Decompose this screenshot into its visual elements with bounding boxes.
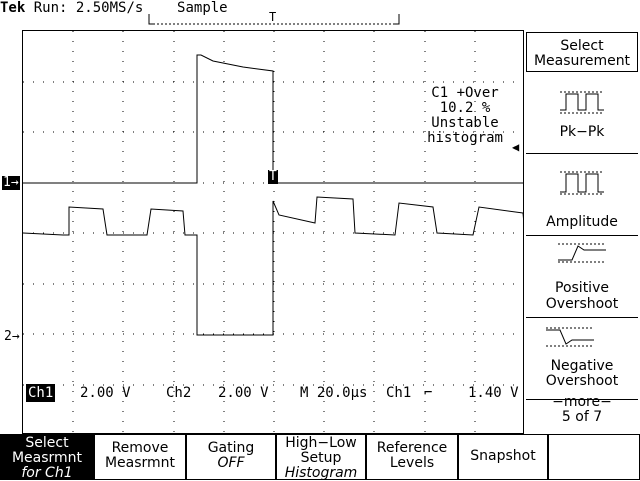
negative-overshoot-line2: Overshoot bbox=[545, 373, 619, 389]
pk-pk-icon bbox=[560, 91, 604, 114]
trigger-slope-icon: ⌐ bbox=[424, 385, 433, 401]
amplitude-icon bbox=[560, 171, 604, 195]
status-line: Tek Run: 2.50MS/s Sample bbox=[0, 0, 228, 16]
side-button-more[interactable]: −more− 5 of 7 bbox=[526, 394, 638, 432]
trigger-source: Ch1 bbox=[386, 385, 412, 401]
negative-overshoot-line1: Negative bbox=[550, 358, 614, 374]
acquisition-mode: Sample bbox=[177, 0, 228, 16]
bottom-button-select-measrmnt[interactable]: Select Measrmnt for Ch1 bbox=[0, 434, 94, 481]
select-measrmnt-line2: Measrmnt bbox=[11, 450, 83, 466]
gating-line1: Gating bbox=[207, 440, 255, 456]
record-bracket-icon bbox=[148, 14, 400, 25]
trigger-level: 1.40 V bbox=[468, 385, 519, 401]
brand-label: Tek bbox=[0, 0, 26, 16]
bottom-button-high-low-setup[interactable]: High−Low Setup Histogram bbox=[276, 434, 366, 481]
more-line2: 5 of 7 bbox=[561, 409, 603, 425]
negative-overshoot-icon bbox=[546, 327, 594, 347]
ch2-ground-marker[interactable]: 2→ bbox=[4, 329, 20, 344]
positive-overshoot-icon bbox=[558, 243, 606, 263]
side-button-pk-pk[interactable]: Pk−Pk bbox=[526, 76, 638, 154]
positive-overshoot-line1: Positive bbox=[555, 280, 609, 296]
ch2-label: Ch2 bbox=[166, 385, 192, 401]
select-measrmnt-line3: for Ch1 bbox=[21, 465, 73, 481]
select-measrmnt-line1: Select bbox=[25, 435, 69, 451]
trigger-position-marker: T bbox=[269, 10, 277, 24]
bottom-button-gating[interactable]: Gating OFF bbox=[186, 434, 276, 480]
bottom-button-empty[interactable] bbox=[548, 434, 640, 480]
side-title-line2: Measurement bbox=[533, 53, 631, 69]
trigger-point-marker: T bbox=[268, 169, 278, 184]
gating-line2: OFF bbox=[217, 455, 245, 471]
high-low-line3: Histogram bbox=[284, 465, 358, 481]
more-line1: −more− bbox=[552, 394, 612, 410]
ch1-scale: 2.00 V bbox=[80, 385, 131, 401]
snapshot-label: Snapshot bbox=[470, 448, 536, 464]
timebase: M 20.0µs bbox=[300, 385, 368, 401]
reference-levels-line1: Reference bbox=[376, 440, 448, 456]
measurement-status: Unstable bbox=[431, 115, 499, 131]
ch1-waveform bbox=[23, 54, 523, 184]
side-menu: Select Measurement Pk−Pk Amplitude Posit… bbox=[526, 32, 640, 432]
bottom-button-snapshot[interactable]: Snapshot bbox=[458, 434, 548, 480]
bottom-button-reference-levels[interactable]: Reference Levels bbox=[366, 434, 458, 480]
bottom-menu: Select Measrmnt for Ch1 Remove Measrmnt … bbox=[0, 434, 640, 481]
side-button-positive-overshoot[interactable]: Positive Overshoot bbox=[526, 240, 638, 318]
ch1-label: Ch1 bbox=[26, 384, 56, 402]
pk-pk-label: Pk−Pk bbox=[559, 124, 605, 140]
measurement-value: 10.2 % bbox=[439, 100, 491, 116]
measurement-name: C1 +Over bbox=[431, 85, 499, 101]
amplitude-label: Amplitude bbox=[546, 214, 618, 230]
ch1-ground-marker[interactable]: 1→ bbox=[2, 175, 20, 190]
measurement-method: histogram bbox=[427, 130, 503, 146]
run-status: Run: 2.50MS/s bbox=[33, 0, 144, 16]
side-button-amplitude[interactable]: Amplitude bbox=[526, 158, 638, 236]
record-position-bar: T bbox=[148, 10, 400, 28]
scale-readout: Ch1 2.00 V Ch2 2.00 V M 20.0µs Ch1 ⌐ 1.4… bbox=[22, 384, 524, 402]
trigger-level-arrow: ◀ bbox=[512, 140, 520, 154]
side-button-negative-overshoot[interactable]: Negative Overshoot bbox=[526, 322, 638, 400]
positive-overshoot-line2: Overshoot bbox=[545, 296, 619, 312]
measurement-readout: C1 +Over 10.2 % Unstable histogram bbox=[424, 86, 506, 146]
side-menu-title: Select Measurement bbox=[526, 32, 638, 72]
reference-levels-line2: Levels bbox=[389, 455, 435, 471]
high-low-line1: High−Low bbox=[285, 435, 357, 451]
side-title-line1: Select bbox=[560, 38, 604, 54]
ch2-scale: 2.00 V bbox=[218, 385, 269, 401]
remove-measrmnt-line1: Remove bbox=[111, 440, 169, 456]
ch2-waveform bbox=[23, 196, 523, 336]
bottom-button-remove-measrmnt[interactable]: Remove Measrmnt bbox=[94, 434, 186, 480]
high-low-line2: Setup bbox=[300, 450, 342, 466]
remove-measrmnt-line2: Measrmnt bbox=[104, 455, 176, 471]
